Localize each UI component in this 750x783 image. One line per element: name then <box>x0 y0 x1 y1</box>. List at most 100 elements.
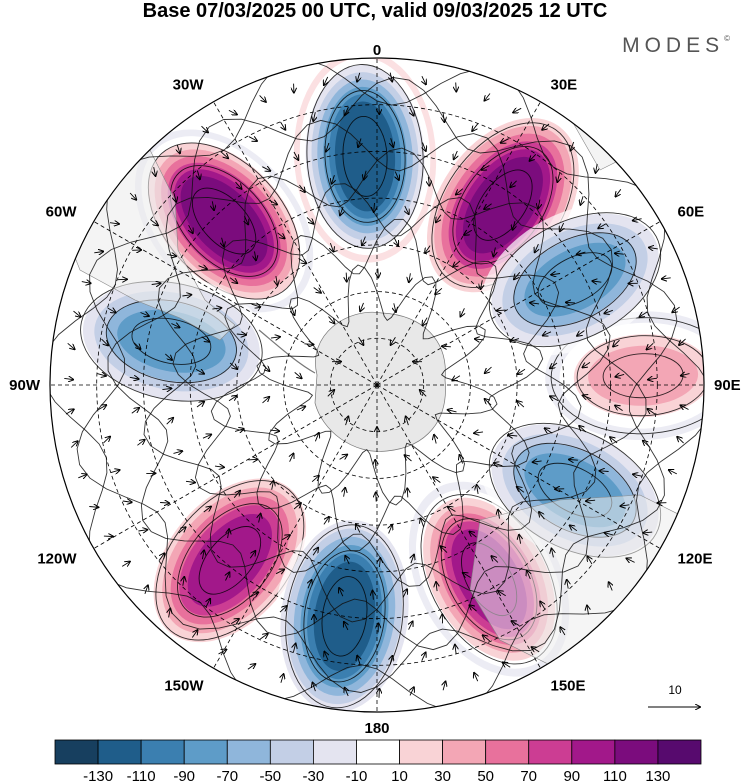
latitude-circle <box>189 197 565 573</box>
wind-arrow <box>484 203 492 209</box>
wind-arrow <box>166 418 173 425</box>
wind-arrow <box>514 272 521 279</box>
wind-arrow <box>405 205 409 214</box>
colorbar-label: -70 <box>216 768 238 783</box>
wind-arrow <box>621 505 630 506</box>
wind-arrow <box>461 308 465 316</box>
brand-name: MODES <box>622 34 725 57</box>
wind-arrow <box>345 106 349 115</box>
wind-arrow <box>409 622 413 630</box>
wind-arrow <box>313 287 321 293</box>
wind-arrow <box>448 410 457 412</box>
wind-arrow <box>81 282 91 284</box>
wind-arrow <box>129 377 139 379</box>
longitude-label: 90E <box>714 377 741 394</box>
wind-arrow <box>527 571 531 580</box>
wind-arrow <box>390 72 392 82</box>
wind-arrow <box>306 217 313 223</box>
brand-mark: © <box>724 34 730 43</box>
colorbar-swatch <box>614 739 659 765</box>
anomaly-center-2 <box>134 129 314 313</box>
wind-arrow <box>281 535 290 540</box>
wind-arrow <box>530 153 537 161</box>
wind-arrow <box>421 518 424 528</box>
wind-arrow <box>443 113 444 122</box>
colorbar: -130 -110 -90 -70 -50 -30 -10 10 30 50 70 90 110 130 <box>54 739 702 783</box>
wind-arrow <box>171 324 179 328</box>
wind-arrow <box>218 650 227 655</box>
wind-arrow <box>503 662 511 668</box>
wind-arrow <box>356 525 360 533</box>
wind-arrow <box>681 374 690 376</box>
wind-arrow <box>174 192 176 202</box>
wind-arrow <box>332 175 335 184</box>
wind-arrow <box>513 108 522 112</box>
wind-arrow <box>422 76 426 84</box>
meridian-line <box>376 384 661 549</box>
wind-arrow <box>550 362 558 368</box>
wind-arrow <box>259 95 266 102</box>
wind-arrow <box>345 688 349 697</box>
wind-arrow <box>178 527 186 534</box>
wind-arrow <box>583 395 592 398</box>
wind-arrow <box>323 517 329 525</box>
wind-arrow <box>294 372 302 378</box>
longitude-label: 30E <box>551 77 578 94</box>
wind-arrow <box>615 374 625 376</box>
wind-arrow <box>234 429 244 432</box>
wind-arrow <box>272 481 274 490</box>
wind-arrow <box>298 259 307 264</box>
wind-arrow <box>463 573 471 578</box>
wind-arrow <box>197 170 200 180</box>
map-border <box>49 57 705 713</box>
wind-arrow <box>452 376 461 381</box>
wind-arrow <box>364 170 366 180</box>
wind-arrow <box>160 503 169 504</box>
wind-arrow <box>460 455 463 464</box>
wind-arrow <box>177 144 180 154</box>
wind-arrow <box>196 402 204 408</box>
colorbar-swatch <box>183 739 228 765</box>
wind-arrow <box>162 388 171 389</box>
colorbar-label: -130 <box>83 768 113 783</box>
wind-arrow <box>493 247 495 257</box>
wind-arrow <box>560 222 564 231</box>
wind-arrow <box>498 591 506 596</box>
wind-arrow <box>604 310 613 313</box>
colorbar-swatch <box>657 739 702 765</box>
wind-arrow <box>456 188 464 195</box>
wind-arrow <box>662 278 671 279</box>
wind-arrows <box>64 72 690 698</box>
wind-arrow <box>423 317 428 326</box>
wind-arrow <box>202 550 204 560</box>
wind-arrow <box>290 454 294 462</box>
wind-arrow <box>423 142 426 151</box>
wind-arrow <box>491 556 499 563</box>
wind-arrow <box>633 474 642 476</box>
wind-arrow <box>324 76 328 85</box>
wind-arrow <box>183 577 185 586</box>
wind-arrow <box>501 139 509 143</box>
wind-arrow <box>276 276 278 285</box>
colorbar-label: -90 <box>173 768 195 783</box>
wind-arrow <box>212 308 221 309</box>
wind-arrow <box>542 123 550 130</box>
wind-arrow <box>109 223 119 224</box>
longitude-labels: 0 30E 60E 90E 120E 150E 180 150W 120W 90W 60W 30W <box>9 42 741 737</box>
wind-arrow <box>615 253 624 254</box>
wind-arrow <box>577 252 586 254</box>
meridian-line <box>376 221 661 386</box>
map-title: Base 07/03/2025 00 UTC, valid 09/03/2025… <box>142 0 608 22</box>
wind-arrow <box>121 562 130 567</box>
wind-arrow <box>262 397 270 404</box>
wind-arrow <box>328 316 335 324</box>
colorbar-swatch <box>54 739 99 765</box>
wind-arrow <box>198 266 207 269</box>
wind-arrow <box>434 435 436 444</box>
wind-arrow <box>587 556 592 565</box>
wind-arrow <box>579 426 587 433</box>
wind-arrow <box>357 72 360 82</box>
wind-arrow <box>140 313 149 317</box>
wind-arrow <box>422 653 426 661</box>
wind-arrow <box>202 435 211 439</box>
